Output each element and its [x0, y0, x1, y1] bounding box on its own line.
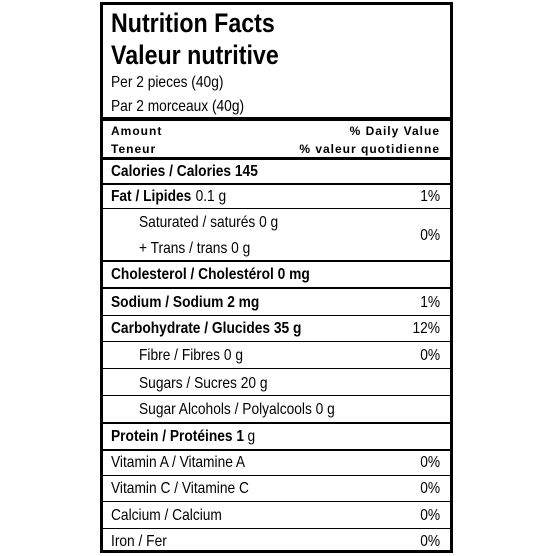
- row-amount: g: [247, 428, 256, 445]
- row-label: Fat / Lipides: [111, 188, 192, 205]
- row-dv: 12%: [412, 320, 440, 337]
- row-label: Sodium / Sodium 2 mg: [111, 294, 260, 311]
- rule: [103, 501, 450, 502]
- title: Nutrition Facts: [111, 8, 275, 38]
- row-label: Saturated / saturés 0 g: [139, 214, 279, 231]
- row-dv: 0%: [420, 533, 440, 550]
- row-label: Fibre / Fibres 0 g: [139, 347, 244, 364]
- rule: [103, 449, 450, 451]
- row-label: Calories / Calories 145: [111, 163, 258, 180]
- row-label: Calcium / Calcium: [111, 507, 222, 524]
- row-dv: 0%: [420, 480, 440, 497]
- col-dv-fr: % valeur quotidienne: [299, 142, 440, 156]
- row-label: Vitamin C / Vitamine C: [111, 480, 249, 497]
- row-dv: 0%: [420, 227, 440, 244]
- row-label: Carbohydrate / Glucides 35 g: [111, 320, 302, 337]
- row-label: Sugar Alcohols / Polyalcools 0 g: [139, 401, 335, 418]
- col-dv: % Daily Value: [349, 124, 440, 138]
- rule: [103, 208, 450, 209]
- row-dv: 0%: [420, 454, 440, 471]
- rule: [103, 157, 450, 160]
- title-fr: Valeur nutritive: [111, 40, 279, 70]
- row-dv: 1%: [420, 294, 440, 311]
- rule: [103, 287, 450, 289]
- serving-fr: Par 2 morceaux (40g): [111, 98, 245, 115]
- col-amount-fr: Teneur: [111, 142, 157, 156]
- row-label: Protein / Protéines 1: [111, 428, 245, 445]
- col-amount: Amount: [111, 124, 163, 138]
- row: Fat / Lipides 0.1 g: [111, 187, 226, 207]
- row-label: Sugars / Sucres 20 g: [139, 375, 268, 392]
- rule: [103, 528, 450, 529]
- row-label: Cholesterol / Cholestérol 0 mg: [111, 266, 310, 283]
- rule: [103, 183, 450, 185]
- rule: [103, 422, 450, 424]
- rule: [103, 341, 450, 342]
- rule: [103, 117, 450, 121]
- row-dv: 1%: [420, 188, 440, 205]
- row-label: Vitamin A / Vitamine A: [111, 454, 246, 471]
- rule: [103, 368, 450, 369]
- rule: [103, 260, 450, 262]
- serving: Per 2 pieces (40g): [111, 74, 224, 91]
- rule: [103, 475, 450, 476]
- rule: [103, 315, 450, 316]
- row-label: Iron / Fer: [111, 533, 167, 550]
- row-label: + Trans / trans 0 g: [139, 240, 251, 257]
- rule: [103, 395, 450, 396]
- nutrition-label: Nutrition Facts Valeur nutritive Per 2 p…: [100, 2, 453, 553]
- row-dv: 0%: [420, 507, 440, 524]
- row-amount: 0.1 g: [195, 188, 227, 205]
- row-dv: 0%: [420, 347, 440, 364]
